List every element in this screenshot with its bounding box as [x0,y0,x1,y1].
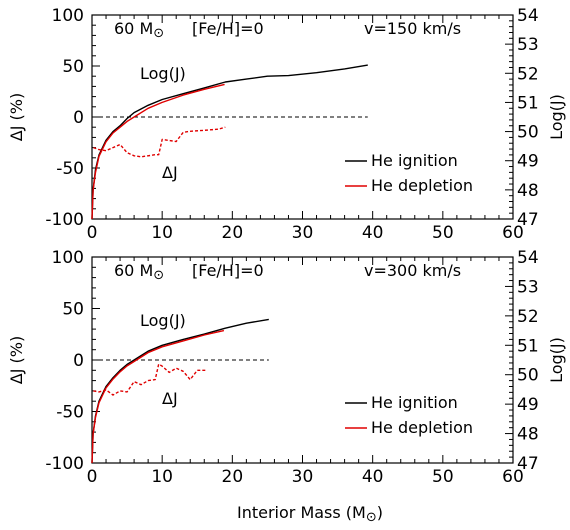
y-left-tick-label: 100 [52,248,84,268]
y-right-tick-label: 54 [517,248,539,268]
series-delta-j-line [93,126,226,158]
legend-label-he-depletion: He depletion [371,418,473,437]
x-tick-label: 40 [362,467,384,487]
y-right-tick-label: 47 [517,210,539,230]
y-left-tick-label: -50 [56,159,84,179]
legend-label-he-ignition: He ignition [371,393,458,412]
delta-j-curve-label: ΔJ [162,163,178,182]
panel-bottom: 0 10 20 30 40 50 60 100 50 0 -50 -100 54 53 52 51 50 49 48… [7,248,566,487]
y-left-tick-label: -50 [56,403,84,423]
metallicity-label: [Fe/H]=0 [192,261,264,280]
y-right-tick-label: 53 [517,35,539,55]
x-tick-label: 20 [222,467,244,487]
y-right-tick-label: 54 [517,6,539,26]
y-right-tick-label: 49 [517,152,539,172]
y-right-tick-label: 49 [517,395,539,415]
x-tick-label: 50 [432,467,454,487]
y-left-tick-label: 50 [62,300,84,320]
y-right-tick-label: 51 [517,93,539,113]
log-j-curve-label: Log(J) [140,64,186,83]
y-right-axis-title: Log(J) [547,94,566,140]
series-he-ignition-line [91,318,269,464]
x-tick-label: 60 [502,223,524,243]
y-left-axis-title: ΔJ (%) [7,93,26,141]
x-tick-label: 20 [222,223,244,243]
legend-label-he-ignition: He ignition [371,151,458,170]
y-right-axis-title: Log(J) [547,337,566,383]
x-tick-label: 60 [502,467,524,487]
y-right-tick-label: 47 [517,454,539,474]
y-right-tick-label: 51 [517,336,539,356]
panel-top: 0 10 20 30 40 50 60 100 50 0 -50 -100 54 53 52 51 50 49 48… [7,6,566,243]
y-right-tick-label: 48 [517,425,539,445]
delta-j-curve-label: ΔJ [162,389,178,408]
y-right-tick-label: 50 [517,123,539,143]
x-tick-label: 40 [362,223,384,243]
x-tick-label: 10 [151,467,173,487]
y-left-tick-label: 100 [52,6,84,26]
y-left-tick-label: -100 [45,210,84,230]
mass-prefix: 60 M [114,261,153,280]
y-right-tick-label: 48 [517,181,539,201]
x-tick-label: 30 [292,223,314,243]
series-he-ignition-line [91,64,368,220]
mass-prefix: 60 M [114,19,153,38]
x-tick-label: 0 [87,467,98,487]
metallicity-label: [Fe/H]=0 [192,19,264,38]
legend-label-he-depletion: He depletion [371,176,473,195]
velocity-label: v=150 km/s [364,19,461,38]
y-left-tick-label: 50 [62,57,84,77]
y-right-tick-label: 52 [517,64,539,84]
y-right-tick-label: 50 [517,366,539,386]
x-tick-label: 10 [151,223,173,243]
x-tick-label: 50 [432,223,454,243]
model-mass-label: 60 M⊙ [114,19,164,41]
model-mass-label: 60 M⊙ [114,261,164,283]
x-axis-title: Interior Mass (M⊙) [237,503,383,525]
solar-symbol: ⊙ [153,26,164,41]
y-right-tick-label: 53 [517,277,539,297]
y-left-tick-label: 0 [73,108,84,128]
y-left-tick-label: -100 [45,454,84,474]
solar-symbol: ⊙ [153,268,164,283]
log-j-curve-label: Log(J) [140,311,186,330]
series-delta-j-line [93,363,206,396]
y-right-tick-label: 52 [517,307,539,327]
x-tick-label: 0 [87,223,98,243]
y-left-axis-title: ΔJ (%) [7,336,26,384]
series-he-depletion-line [91,83,225,220]
velocity-label: v=300 km/s [364,261,461,280]
x-tick-label: 30 [292,467,314,487]
series-he-depletion-line [91,329,225,464]
y-left-tick-label: 0 [73,351,84,371]
